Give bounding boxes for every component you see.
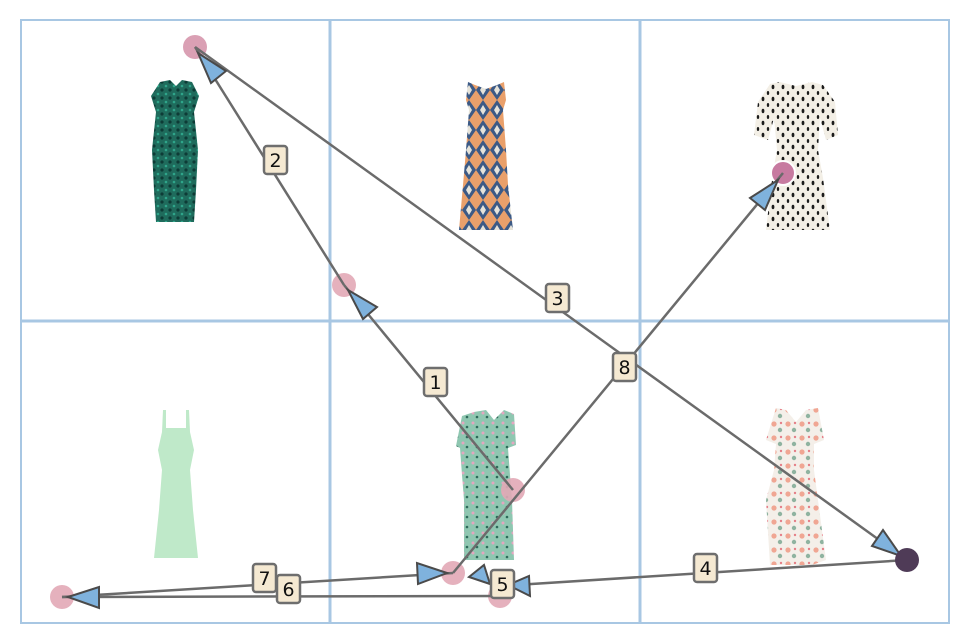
step-label-text-6: 6 bbox=[282, 579, 294, 601]
arrowhead-step-3 bbox=[870, 528, 904, 558]
arrowhead-step-7 bbox=[415, 561, 450, 586]
product-tile-floral-wrap-midi-dress[interactable] bbox=[456, 410, 516, 560]
arrowhead-step-8 bbox=[748, 177, 781, 212]
step-label-5: 5 bbox=[489, 568, 516, 600]
point-end bbox=[895, 548, 919, 572]
product-tile-dalmatian-print-smock-dress[interactable] bbox=[754, 82, 838, 230]
arrowhead-step-4 bbox=[505, 574, 532, 598]
step-label-4: 4 bbox=[692, 552, 719, 584]
step-label-text-2: 2 bbox=[269, 150, 281, 172]
step-label-text-5: 5 bbox=[496, 574, 508, 596]
step-label-6: 6 bbox=[275, 573, 302, 605]
step-labels: 1 2 3 4 5 6 7 8 bbox=[251, 144, 719, 605]
floral-tiered-maxi-dress-image bbox=[766, 408, 826, 565]
dalmatian-print-smock-dress-image bbox=[754, 82, 838, 230]
product-tile-geometric-print-tiered-dress[interactable] bbox=[459, 82, 513, 230]
product-tile-floral-tiered-maxi-dress[interactable] bbox=[766, 408, 826, 565]
step-label-text-1: 1 bbox=[429, 372, 441, 394]
product-tile-green-floral-sheath-dress[interactable] bbox=[151, 80, 199, 222]
product-grid bbox=[20, 19, 950, 624]
arrowhead-step-5 bbox=[466, 563, 492, 586]
step-label-2: 2 bbox=[262, 144, 289, 176]
step-label-8: 8 bbox=[611, 351, 638, 383]
step-label-text-8: 8 bbox=[618, 357, 630, 379]
step-label-1: 1 bbox=[422, 366, 449, 398]
product-tile-mint-strappy-midi-dress[interactable] bbox=[154, 410, 198, 558]
floral-wrap-midi-dress-image bbox=[456, 410, 516, 560]
step-label-text-3: 3 bbox=[551, 288, 563, 310]
arrowhead-step-2 bbox=[195, 50, 228, 85]
step-label-text-7: 7 bbox=[258, 568, 270, 590]
step-label-3: 3 bbox=[544, 282, 571, 314]
arrowhead-step-6 bbox=[64, 585, 100, 610]
step-label-text-4: 4 bbox=[699, 558, 711, 580]
mint-strappy-midi-dress-image bbox=[154, 410, 198, 558]
geometric-print-tiered-dress-image bbox=[459, 82, 513, 230]
arrowhead-step-1 bbox=[345, 287, 379, 321]
green-floral-sheath-dress-image bbox=[151, 80, 199, 222]
step-label-7: 7 bbox=[251, 562, 278, 594]
